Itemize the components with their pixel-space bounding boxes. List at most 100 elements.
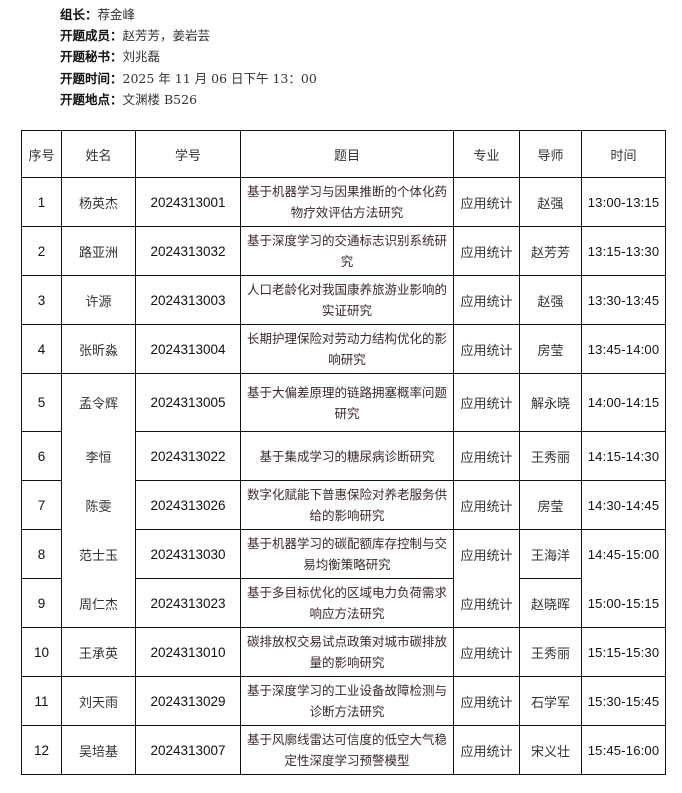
student-name: 吴培基 [61, 725, 136, 775]
row-number: 1 [21, 177, 62, 227]
advisor: 解永晓 [519, 373, 582, 432]
header-topic: 题目 [240, 130, 454, 178]
row-number: 11 [21, 676, 62, 726]
student-name: 周仁杰 [61, 578, 136, 628]
thesis-topic: 基于多目标优化的区域电力负荷需求响应方法研究 [240, 578, 454, 628]
row-number: 5 [21, 373, 62, 432]
student-name: 许源 [61, 275, 136, 325]
table-row: 11 刘天雨 2024313029 基于深度学习的工业设备故障检测与诊断方法研究 应用统… [21, 676, 666, 726]
advisor: 王秀丽 [519, 431, 582, 481]
major: 应用统计 [453, 480, 520, 530]
thesis-topic: 人口老龄化对我国康养旅游业影响的实证研究 [240, 275, 454, 325]
table-row: 9 周仁杰 2024313023 基于多目标优化的区域电力负荷需求响应方法研究 应用统计… [21, 578, 666, 628]
header-no: 序号 [21, 130, 62, 178]
info-label: 开题成员： [60, 28, 123, 44]
time-slot: 15:15-15:30 [581, 627, 666, 677]
table-row: 3 许源 2024313003 人口老龄化对我国康养旅游业影响的实证研究 应用统计 赵强 1… [21, 275, 666, 325]
info-label: 开题秘书： [60, 49, 123, 65]
thesis-topic: 基于风廓线雷达可信度的低空大气稳定性深度学习预警模型 [240, 725, 454, 775]
time-slot: 14:30-14:45 [581, 480, 666, 530]
major: 应用统计 [453, 431, 520, 481]
time-slot: 13:00-13:15 [581, 177, 666, 227]
thesis-topic: 基于大偏差原理的链路拥塞概率问题研究 [240, 373, 454, 432]
info-label: 开题地点： [60, 91, 123, 107]
table-row: 4 张昕淼 2024313004 长期护理保险对劳动力结构优化的影响研究 应用统计 房莹 1… [21, 324, 666, 374]
row-number: 10 [21, 627, 62, 677]
table-row: 1 杨英杰 2024313001 基于机器学习与因果推断的个体化药物疗效评估方法研究应… [21, 177, 666, 227]
student-name: 王承英 [61, 627, 136, 677]
major: 应用统计 [453, 177, 520, 227]
table-row: 10 王承英 2024313010 碳排放权交易试点政策对城市碳排放量的影响研究 应用统… [21, 627, 666, 677]
major: 应用统计 [453, 725, 520, 775]
table-row: 8 范士玉 2024313030 基于机器学习的碳配额库存控制与交易均衡策略研究 应用统… [21, 529, 666, 579]
student-id: 2024313003 [135, 275, 241, 325]
time-slot: 14:15-14:30 [581, 431, 666, 481]
thesis-topic: 碳排放权交易试点政策对城市碳排放量的影响研究 [240, 627, 454, 677]
time-slot: 13:15-13:30 [581, 226, 666, 276]
schedule-table: 序号 姓名 学号 题目 专业 导师 时间 1 杨英杰 2024313001 基于机器学习与因果推断… [21, 130, 666, 775]
major: 应用统计 [453, 275, 520, 325]
student-id: 2024313007 [135, 725, 241, 775]
advisor: 赵强 [519, 177, 582, 227]
thesis-topic: 基于深度学习的工业设备故障检测与诊断方法研究 [240, 676, 454, 726]
time-slot: 13:45-14:00 [581, 324, 666, 374]
advisor: 宋义壮 [519, 725, 582, 775]
major: 应用统计 [453, 529, 520, 579]
header-time: 时间 [581, 130, 666, 178]
row-number: 3 [21, 275, 62, 325]
advisor: 赵强 [519, 275, 582, 325]
thesis-topic: 长期护理保险对劳动力结构优化的影响研究 [240, 324, 454, 374]
advisor: 赵芳芳 [519, 226, 582, 276]
row-number: 2 [21, 226, 62, 276]
info-line: 开题成员：赵芳芳，姜岩芸 [60, 25, 317, 46]
info-value: 文渊楼 B526 [122, 91, 198, 107]
info-line: 开题地点：文渊楼 B526 [60, 89, 317, 110]
advisor: 石学军 [519, 676, 582, 726]
major: 应用统计 [453, 627, 520, 677]
table-row: 6 李恒 2024313022 基于集成学习的糖尿病诊断研究 应用统计 王秀丽 14:15-… [21, 431, 666, 481]
time-slot: 13:30-13:45 [581, 275, 666, 325]
header-advisor: 导师 [519, 130, 582, 178]
info-line: 组长：荐金峰 [60, 4, 317, 25]
row-number: 9 [21, 578, 62, 628]
thesis-topic: 数字化赋能下普惠保险对养老服务供给的影响研究 [240, 480, 454, 530]
header-student-id: 学号 [135, 130, 241, 178]
committee-info: 组长：荐金峰 开题成员：赵芳芳，姜岩芸 开题秘书：刘兆磊 开题时间：2025 年 11… [60, 4, 317, 110]
time-slot: 15:45-16:00 [581, 725, 666, 775]
advisor: 房莹 [519, 480, 582, 530]
table-row: 5 孟令辉 2024313005 基于大偏差原理的链路拥塞概率问题研究 应用统计 解永晓 1… [21, 373, 666, 432]
time-slot: 15:30-15:45 [581, 676, 666, 726]
time-slot: 15:00-15:15 [581, 578, 666, 628]
row-number: 8 [21, 529, 62, 579]
student-id: 2024313005 [135, 373, 241, 432]
student-id: 2024313029 [135, 676, 241, 726]
info-label: 组长： [60, 7, 98, 22]
student-name: 孟令辉 [61, 373, 136, 432]
thesis-topic: 基于机器学习的碳配额库存控制与交易均衡策略研究 [240, 529, 454, 579]
table-header-row: 序号 姓名 学号 题目 专业 导师 时间 [21, 130, 666, 178]
info-value: 荐金峰 [97, 7, 136, 22]
student-name: 张昕淼 [61, 324, 136, 374]
major: 应用统计 [453, 373, 520, 432]
major: 应用统计 [453, 226, 520, 276]
student-name: 杨英杰 [61, 177, 136, 227]
student-name: 陈雯 [61, 480, 136, 530]
header-major: 专业 [453, 130, 520, 178]
row-number: 4 [21, 324, 62, 374]
time-slot: 14:45-15:00 [581, 529, 666, 579]
student-id: 2024313032 [135, 226, 241, 276]
row-number: 6 [21, 431, 62, 481]
table-row: 2 路亚洲 2024313032 基于深度学习的交通标志识别系统研究 应用统计 赵芳芳 13… [21, 226, 666, 276]
thesis-topic: 基于集成学习的糖尿病诊断研究 [240, 431, 454, 481]
thesis-topic: 基于深度学习的交通标志识别系统研究 [240, 226, 454, 276]
advisor: 赵晓晖 [519, 578, 582, 628]
major: 应用统计 [453, 676, 520, 726]
row-number: 12 [21, 725, 62, 775]
info-value: 刘兆磊 [122, 49, 161, 65]
info-label: 开题时间： [60, 70, 123, 86]
thesis-topic: 基于机器学习与因果推断的个体化药物疗效评估方法研究 [240, 177, 454, 227]
info-line: 开题秘书：刘兆磊 [60, 46, 317, 67]
student-name: 路亚洲 [61, 226, 136, 276]
advisor: 王海洋 [519, 529, 582, 579]
student-id: 2024313023 [135, 578, 241, 628]
